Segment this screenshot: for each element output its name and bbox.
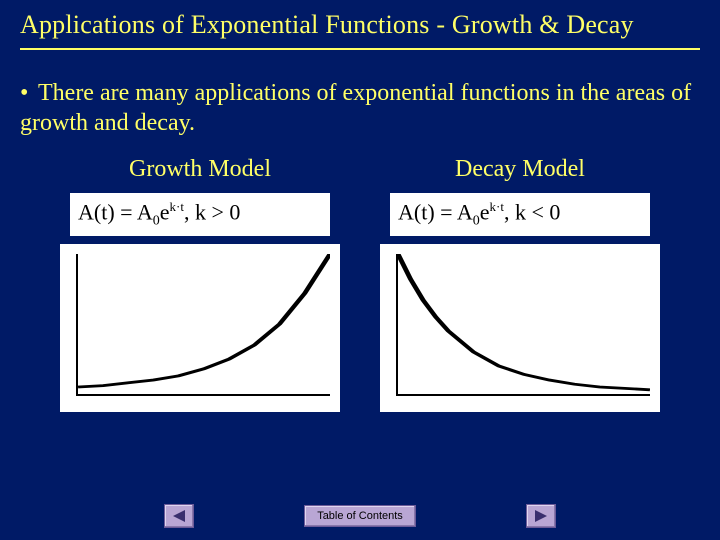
growth-curve <box>78 254 330 387</box>
toc-button[interactable]: Table of Contents <box>304 505 416 527</box>
bullet-marker: • <box>20 78 38 108</box>
formula-sub: 0 <box>473 214 480 229</box>
growth-chart-axes <box>76 254 330 396</box>
models-row: Growth Model A(t) = A0ek·t, k > 0 Decay … <box>0 156 720 412</box>
title-underline <box>20 48 700 50</box>
decay-label: Decay Model <box>370 156 670 183</box>
formula-tail: , k > 0 <box>184 199 240 224</box>
decay-curve <box>398 254 650 390</box>
decay-chart-axes <box>396 254 650 396</box>
decay-column: Decay Model A(t) = A0ek·t, k < 0 <box>370 156 670 412</box>
formula-base: A(t) = A <box>398 199 473 224</box>
formula-exp-prefix: e <box>480 199 490 224</box>
growth-column: Growth Model A(t) = A0ek·t, k > 0 <box>50 156 350 412</box>
growth-chart <box>60 244 340 412</box>
decay-formula: A(t) = A0ek·t, k < 0 <box>390 193 650 236</box>
bullet-item: •There are many applications of exponent… <box>20 78 700 138</box>
growth-formula: A(t) = A0ek·t, k > 0 <box>70 193 330 236</box>
triangle-right-icon <box>533 509 549 523</box>
prev-button[interactable] <box>164 504 194 528</box>
formula-tail: , k < 0 <box>504 199 560 224</box>
growth-label: Growth Model <box>50 156 350 183</box>
next-button[interactable] <box>526 504 556 528</box>
triangle-left-icon <box>171 509 187 523</box>
formula-exp: k·t <box>170 199 184 214</box>
decay-curve-svg <box>398 254 650 394</box>
footer-nav: Table of Contents <box>0 504 720 528</box>
bullet-text: There are many applications of exponenti… <box>20 80 691 136</box>
page-title: Applications of Exponential Functions - … <box>0 0 720 44</box>
formula-exp-prefix: e <box>160 199 170 224</box>
formula-sub: 0 <box>153 214 160 229</box>
growth-curve-svg <box>78 254 330 394</box>
decay-chart <box>380 244 660 412</box>
formula-exp: k·t <box>490 199 504 214</box>
formula-base: A(t) = A <box>78 199 153 224</box>
